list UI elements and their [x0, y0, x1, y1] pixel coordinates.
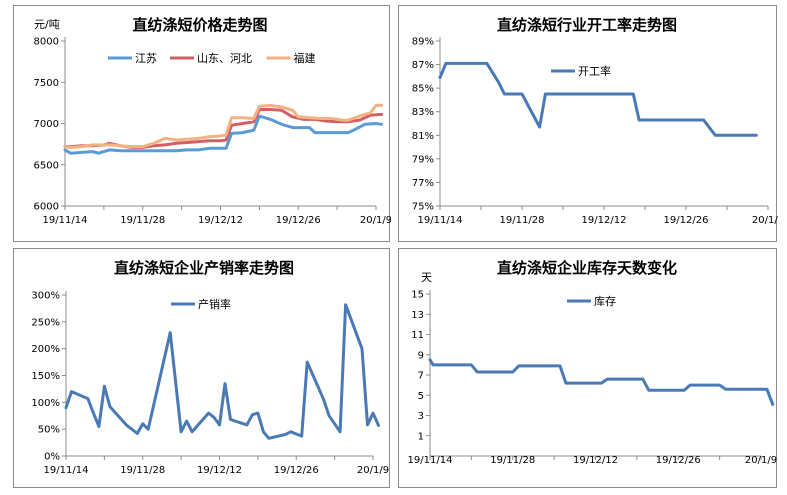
x-tick-label: 19/11/28 — [500, 215, 545, 226]
y-tick-label: 7500 — [34, 78, 59, 89]
x-tick-label: 19/11/14 — [44, 465, 89, 476]
y-tick-label: 5 — [418, 391, 424, 402]
y-tick-label: 3 — [418, 411, 424, 422]
y-tick-label: 0% — [44, 452, 60, 463]
y-tick-label: 89% — [412, 37, 434, 48]
x-tick-label: 19/11/28 — [490, 455, 535, 466]
chart-title: 直纺涤短企业产销率走势图 — [114, 259, 294, 277]
y-tick-label: 200% — [31, 344, 60, 355]
legend-label: 产销率 — [198, 297, 231, 311]
y-tick-label: 87% — [412, 60, 434, 71]
sales-ratio-chart: 直纺涤短企业产销率走势图 0% 50% 100% 150% 200% 250% 300% 19/… — [31, 259, 389, 476]
series-line-1 — [63, 108, 384, 149]
y-tick-label: 9 — [418, 350, 424, 361]
y-tick-label: 83% — [412, 107, 434, 118]
y-tick-label: 77% — [412, 178, 434, 189]
y-tick-label: 50% — [38, 425, 60, 436]
panel-sales-ratio-chart: 直纺涤短企业产销率走势图 0% 50% 100% 150% 200% 250% 300% 19/… — [13, 248, 390, 488]
price-chart: 直纺涤短价格走势图 元/吨 6000 6500 7000 7500 8000 19/11/14… — [34, 16, 391, 226]
x-tick-label: 19/12/12 — [573, 455, 618, 466]
chart-title: 直纺涤短行业开工率走势图 — [497, 16, 677, 34]
series-line-0 — [428, 358, 775, 406]
series-line-0 — [63, 114, 384, 155]
y-tick-label: 6500 — [34, 160, 59, 171]
series-line-0 — [64, 303, 380, 440]
y-axis-unit: 元/吨 — [34, 18, 60, 31]
chart-title: 直纺涤短企业库存天数变化 — [497, 259, 677, 277]
x-tick-label: 19/12/26 — [274, 465, 319, 476]
legend-label: 山东、河北 — [197, 52, 252, 65]
y-tick-label: 11 — [411, 330, 424, 341]
x-tick-label: 20/1/9 — [752, 215, 778, 226]
legend-label: 福建 — [294, 51, 316, 65]
x-tick-label: 19/11/14 — [43, 215, 88, 226]
x-tick-label: 20/1/9 — [745, 455, 777, 466]
legend-label: 库存 — [594, 294, 616, 308]
y-tick-label: 250% — [31, 317, 60, 328]
series-line-0 — [438, 61, 758, 137]
x-tick-label: 20/1/9 — [360, 215, 391, 226]
operating-rate-chart: 直纺涤短行业开工率走势图 75% 77% 79% 81% 83% 85% 87% 89% 19/1… — [412, 16, 778, 226]
y-tick-label: 15 — [411, 290, 424, 301]
y-tick-label: 85% — [412, 84, 434, 95]
series-line-2 — [63, 103, 384, 149]
y-tick-label: 6000 — [34, 202, 59, 213]
x-tick-label: 19/12/26 — [276, 215, 321, 226]
y-tick-label: 7 — [418, 371, 424, 382]
x-tick-label: 19/11/28 — [120, 465, 165, 476]
legend-label: 开工率 — [578, 64, 611, 78]
y-tick-label: 150% — [31, 371, 60, 382]
x-tick-label: 19/11/28 — [120, 215, 165, 226]
panel-operating-rate-chart: 直纺涤短行业开工率走势图 75% 77% 79% 81% 83% 85% 87% 89% 19/1… — [398, 5, 778, 242]
x-tick-label: 19/11/14 — [418, 215, 463, 226]
y-tick-label: 100% — [31, 398, 60, 409]
x-tick-label: 19/12/26 — [656, 455, 701, 466]
y-tick-label: 81% — [412, 131, 434, 142]
y-tick-label: 300% — [31, 291, 60, 302]
y-tick-label: 1 — [418, 431, 424, 442]
y-tick-label: 75% — [412, 202, 434, 213]
y-tick-label: 8000 — [34, 37, 59, 48]
x-tick-label: 19/12/12 — [197, 465, 242, 476]
chart-title: 直纺涤短价格走势图 — [132, 16, 267, 34]
y-tick-label: 13 — [411, 310, 424, 321]
x-tick-label: 19/12/26 — [664, 215, 709, 226]
y-tick-label: 79% — [412, 154, 434, 165]
x-tick-label: 19/12/12 — [198, 215, 243, 226]
y-axis-unit: 天 — [421, 271, 432, 284]
legend-label: 江苏 — [135, 52, 157, 65]
x-tick-label: 19/12/12 — [582, 215, 627, 226]
x-tick-label: 19/11/14 — [408, 455, 453, 466]
y-tick-label: 7000 — [34, 119, 59, 130]
x-tick-label: 20/1/9 — [357, 465, 389, 476]
panel-price-chart: 直纺涤短价格走势图 元/吨 6000 6500 7000 7500 8000 19/11/14… — [13, 5, 391, 242]
panel-inventory-days-chart: 直纺涤短企业库存天数变化天 1 3 5 7 9 11 13 15 19/11/14 19/11/28… — [398, 248, 777, 488]
